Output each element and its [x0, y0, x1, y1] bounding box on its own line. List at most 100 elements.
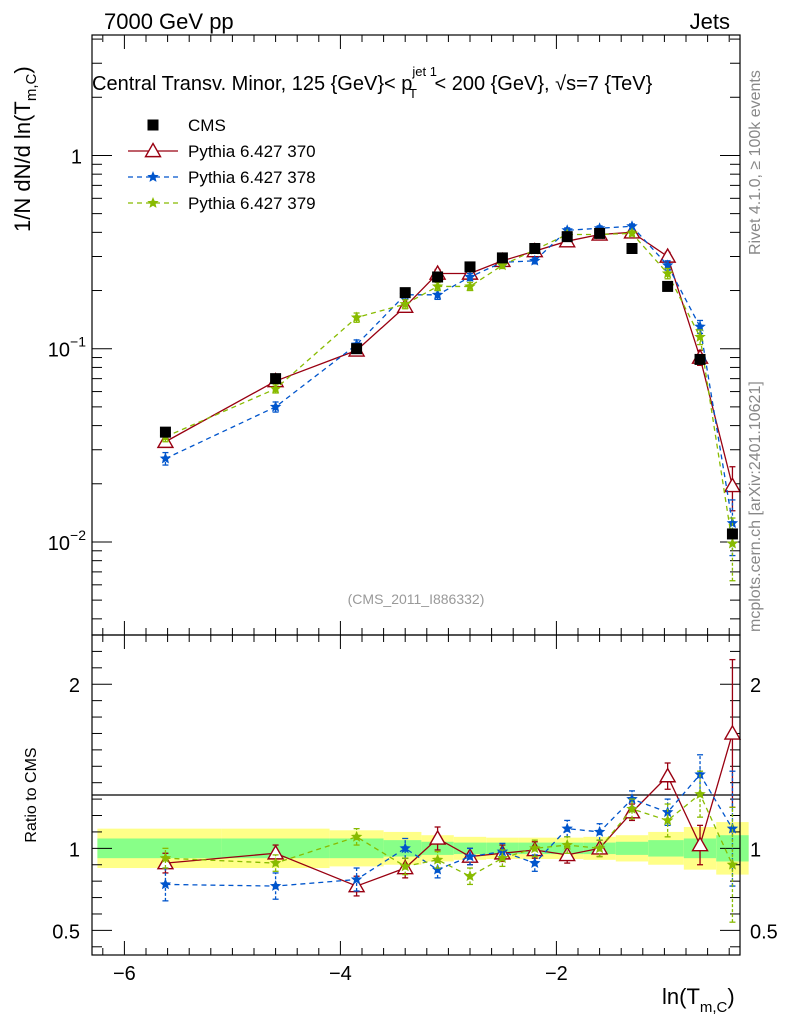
top-cms-data-point — [432, 271, 444, 283]
top-series-group — [159, 227, 739, 582]
top-data-point — [269, 382, 282, 394]
ratio-data-point — [561, 839, 573, 850]
x-axis-label: ln(Tm,C) — [662, 984, 735, 1016]
rivet-label: Rivet 4.1.0, ≥ 100k events — [747, 70, 764, 255]
bottom-panel: 2 2 1 1 0.5 0.5 −6 −4 −2 — [52, 634, 778, 985]
ratio-data-point — [431, 863, 444, 875]
ratio-data-point — [159, 878, 172, 890]
band-inner-segment — [648, 840, 684, 857]
ratio-series-line — [165, 773, 733, 887]
top-data-point — [723, 476, 742, 493]
top-ticks — [92, 35, 740, 635]
top-data-point — [626, 220, 638, 232]
top-data-point — [529, 254, 541, 266]
ratio-y-tick-label-right: 2 — [750, 675, 761, 697]
band-inner-segment — [97, 838, 222, 859]
y-label-sub: m,C — [23, 74, 40, 102]
ratio-data-point — [694, 788, 706, 800]
ratio-data-point — [661, 814, 674, 826]
bottom-ticks — [92, 635, 740, 955]
ratio-data-point — [269, 857, 282, 868]
chart-title: Central Transv. Minor, 125 {GeV}< pjet 1… — [92, 64, 653, 101]
title-sup: jet 1 — [411, 64, 437, 79]
top-cms-data-point — [529, 242, 541, 254]
ratio-data-point — [269, 880, 282, 891]
ratio-data-point — [464, 870, 476, 882]
y-label-post: ) — [10, 66, 35, 73]
ratio-data-point — [558, 845, 576, 862]
ratio-data-point — [561, 822, 573, 834]
mcplots-label: mcplots.cern.ch [arXiv:2401.10621] — [747, 381, 764, 632]
ratio-y-tick-label: 1 — [69, 839, 80, 861]
top-cms-data-point — [496, 252, 508, 264]
top-data-point — [694, 330, 706, 342]
band-inner-segment — [329, 838, 384, 859]
top-data-point — [464, 280, 476, 292]
top-data-point — [431, 288, 444, 300]
y-tick-label-exp: −2 — [70, 527, 86, 543]
ratio-data-point — [350, 873, 363, 885]
top-series-group — [159, 220, 739, 557]
top-cms-data-point — [464, 261, 476, 273]
y-tick-label-base: 10 — [48, 533, 70, 555]
title-sub: T — [409, 86, 417, 101]
ratio-data-point — [626, 802, 638, 814]
top-cms-data-point — [159, 426, 171, 438]
top-cms-data-point — [626, 242, 638, 254]
y-label-main: 1/N dN/d ln(T — [10, 101, 35, 232]
ratio-data-point — [593, 825, 606, 837]
top-cms-data-point — [594, 227, 606, 239]
top-data-point — [661, 267, 674, 279]
top-series-group — [156, 223, 742, 512]
top-series-line — [165, 225, 734, 524]
y-tick-label-exp: −1 — [70, 334, 86, 350]
uncertainty-band — [97, 822, 749, 875]
y-tick-label: 10−2 — [48, 527, 86, 555]
top-cms-data-point — [270, 373, 282, 385]
top-cms-data-point — [399, 287, 411, 299]
ratio-y-label: Ratio to CMS — [23, 747, 40, 842]
legend-label: Pythia 6.427 379 — [188, 194, 316, 213]
bottom-series — [156, 658, 742, 923]
top-data-point — [694, 320, 706, 332]
x-label-post: ) — [727, 984, 734, 1009]
x-label-main: ln(T — [662, 984, 700, 1009]
ratio-y-tick-label: 0.5 — [52, 921, 80, 943]
top-cms-data-point — [561, 231, 573, 243]
title-post: < 200 {GeV}, √s=7 {TeV} — [429, 73, 653, 95]
top-series-line — [165, 231, 734, 487]
header-right: Jets — [690, 9, 730, 34]
ratio-data-point — [464, 850, 476, 862]
ratio-y-tick-label-right: 0.5 — [750, 921, 778, 943]
ratio-y-tick-label: 2 — [69, 675, 80, 697]
x-tick-label: −4 — [329, 963, 352, 985]
bottom-frame — [91, 634, 741, 956]
ratio-data-point — [593, 842, 606, 854]
y-tick-label: 10−1 — [48, 334, 86, 362]
band-inner-segment — [615, 841, 649, 855]
ratio-data-point — [399, 860, 411, 872]
top-cms-data-point — [351, 343, 363, 355]
ratio-data-point — [496, 852, 509, 864]
top-data-point — [159, 452, 172, 464]
top-y-tick-labels: 110−110−2 — [48, 146, 86, 555]
top-data-point — [661, 259, 674, 271]
top-data-point — [431, 280, 444, 292]
x-label-sub: m,C — [700, 999, 728, 1016]
ratio-data-point — [694, 768, 706, 780]
top-data-point — [726, 537, 739, 549]
legend-label: Pythia 6.427 378 — [188, 168, 316, 187]
top-data-point — [626, 227, 638, 239]
ratio-y-tick-label-right: 1 — [750, 839, 761, 861]
ratio-series-group — [159, 754, 739, 902]
y-tick-label: 1 — [71, 146, 82, 168]
ratio-data-point — [726, 822, 739, 834]
ratio-data-point — [399, 842, 411, 854]
top-data-point — [350, 311, 363, 323]
legend: CMS Pythia 6.427 370 Pythia 6.427 378 Pythi… — [128, 116, 316, 213]
legend-marker — [147, 119, 159, 131]
legend-marker — [147, 171, 159, 182]
top-cms-series-group — [159, 227, 738, 540]
ratio-data-point — [723, 724, 742, 740]
x-tick-label: −6 — [113, 963, 136, 985]
